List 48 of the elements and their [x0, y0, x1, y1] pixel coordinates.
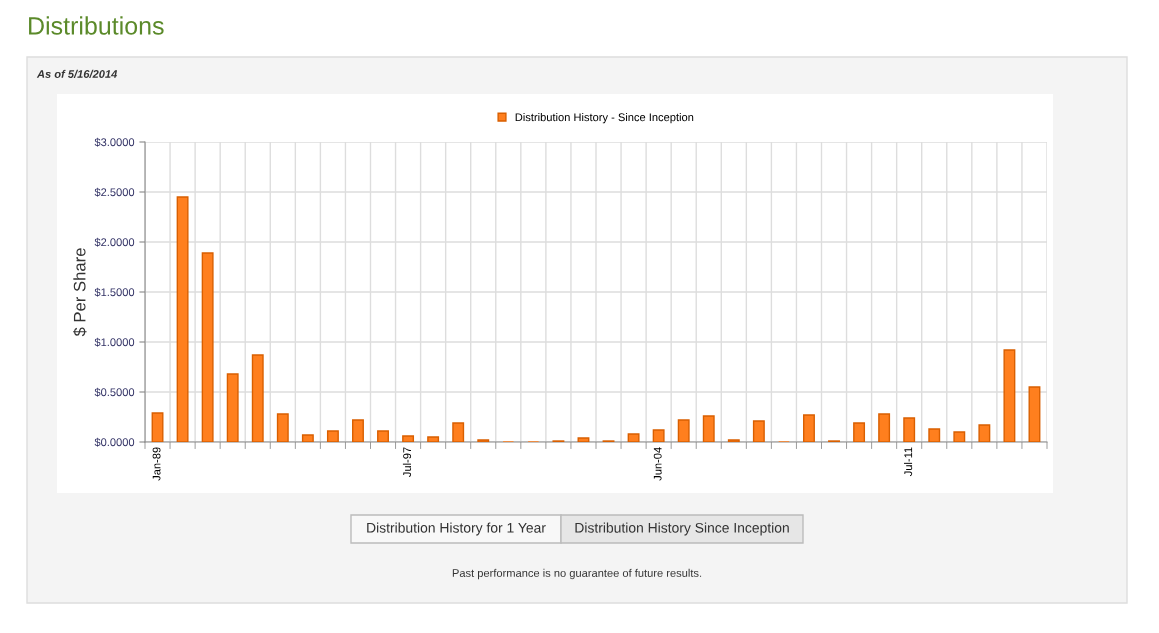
bar — [251, 354, 264, 442]
bar — [427, 436, 440, 442]
bar — [702, 415, 715, 442]
bar — [577, 437, 590, 442]
bar — [878, 413, 891, 442]
bar — [727, 439, 740, 442]
bar — [677, 419, 690, 442]
bar — [928, 428, 941, 442]
bar — [652, 429, 665, 442]
y-tick-label: $3.0000 — [94, 137, 135, 147]
text: Past performance is no guarantee of future results. — [452, 568, 702, 580]
y-axis-title: $ Per Share — [73, 248, 87, 337]
bar — [953, 431, 966, 442]
chart-title: Distributions — [29, 16, 164, 35]
bar — [226, 373, 239, 442]
bar — [803, 414, 815, 442]
bar — [151, 412, 164, 442]
x-tick-label: Jun-04 — [653, 447, 662, 481]
bar — [1003, 349, 1016, 442]
y-tick-label: $2.5000 — [94, 187, 135, 197]
bar — [1028, 386, 1041, 442]
chart-subtitle: As of 5/16/2014 — [36, 69, 118, 79]
bar — [752, 420, 765, 442]
y-tick-label: $0.0000 — [94, 437, 135, 447]
bar — [627, 433, 640, 442]
bar — [326, 430, 339, 442]
bar — [477, 439, 490, 442]
x-tick-label: Jan-89 — [152, 447, 161, 481]
bar — [978, 424, 991, 442]
text: Distribution History Since Inception — [575, 522, 789, 536]
bar — [176, 196, 189, 442]
y-tick-label: $2.0000 — [94, 237, 135, 247]
bar — [201, 252, 214, 442]
y-tick-label: $1.0000 — [94, 337, 135, 347]
x-tick-label: Jul-97 — [402, 447, 412, 477]
bar — [301, 434, 314, 442]
y-tick-label: $0.5000 — [94, 387, 135, 397]
bar — [402, 435, 415, 442]
bar — [276, 413, 289, 442]
text: Distribution History for 1 Year — [367, 522, 546, 536]
y-tick-label: $1.5000 — [94, 287, 135, 297]
bar — [377, 430, 389, 442]
bar — [352, 419, 364, 442]
bar — [903, 417, 916, 442]
legend-label: Distribution History - Since Inception — [515, 113, 694, 124]
x-tick-label: Jul-11 — [904, 447, 913, 477]
bar — [853, 422, 866, 442]
bar — [452, 422, 465, 442]
